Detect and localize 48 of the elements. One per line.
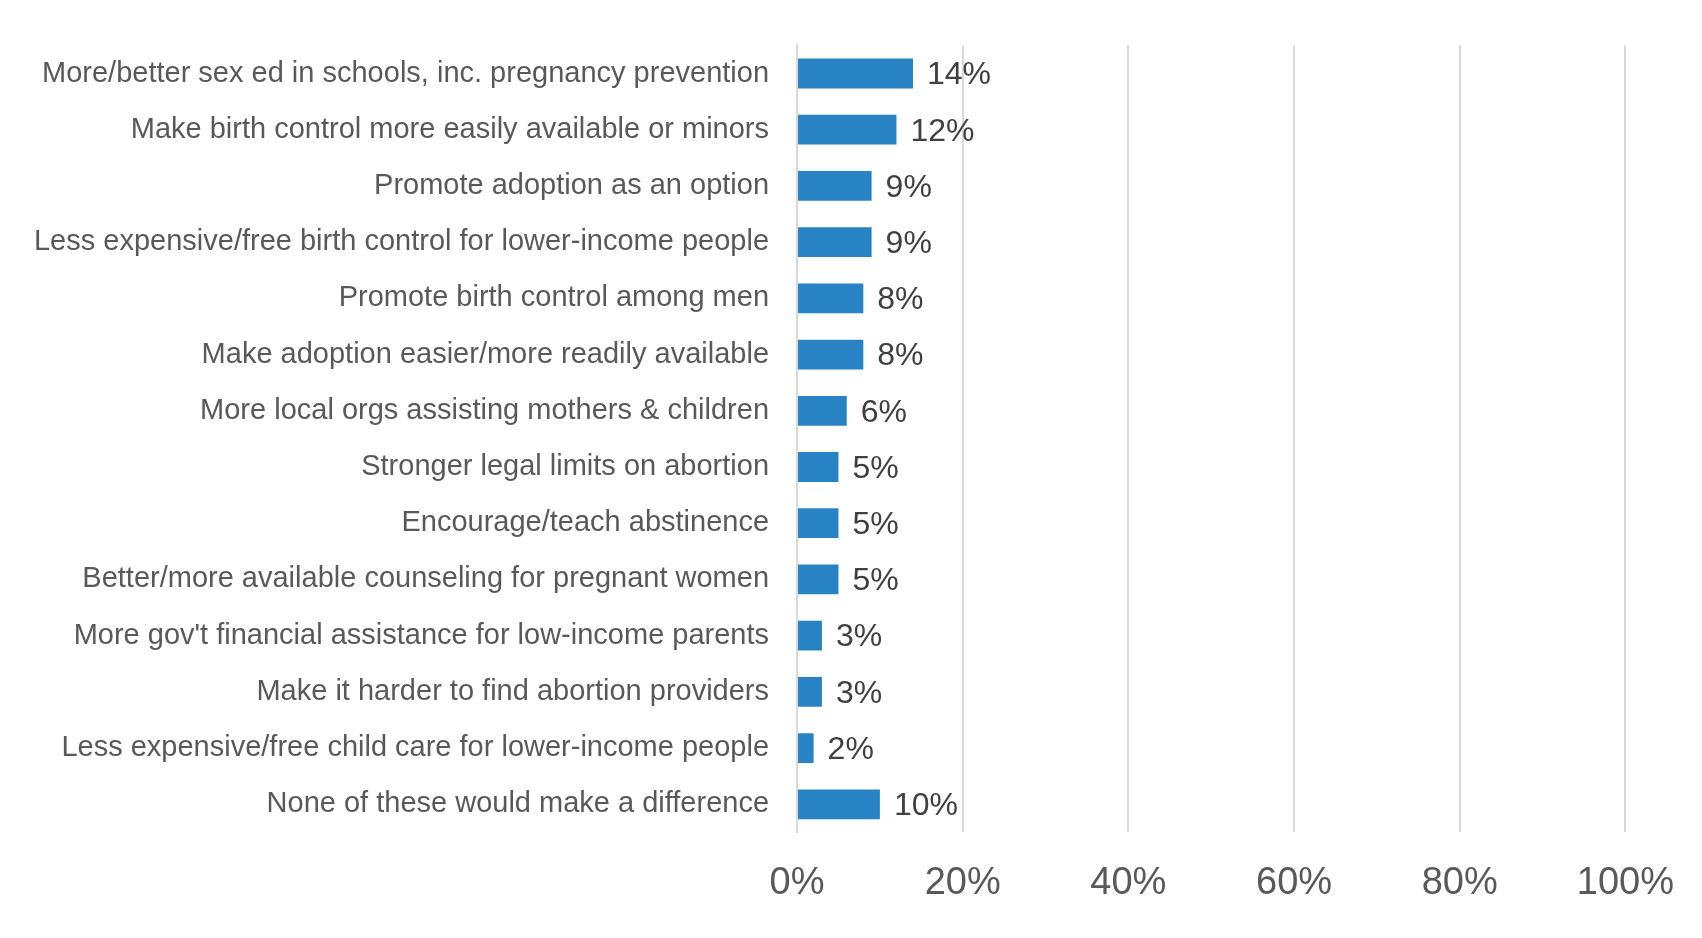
data-label: 2%: [827, 729, 874, 766]
data-label: 5%: [852, 561, 899, 598]
bar: [798, 452, 839, 482]
bar: [798, 564, 839, 595]
data-label: 8%: [877, 280, 924, 317]
y-tick-label: More local orgs assisting mothers & children: [200, 392, 770, 425]
bar: [798, 508, 839, 539]
x-tick-label: 40%: [1090, 859, 1167, 902]
data-label: 6%: [860, 392, 907, 429]
bar: [798, 620, 822, 651]
x-tick-label: 100%: [1576, 859, 1675, 902]
y-tick-label: Promote adoption as an option: [374, 167, 770, 200]
data-label: 5%: [852, 448, 899, 485]
data-label: 12%: [910, 111, 975, 148]
x-tick-label: 0%: [769, 859, 825, 902]
y-tick-label: Make adoption easier/more readily available: [201, 336, 770, 369]
bar: [798, 227, 872, 258]
y-tick-label: Less expensive/free child care for lower-income people: [61, 730, 770, 763]
y-tick-label: Encourage/teach abstinence: [401, 505, 770, 538]
data-label: 3%: [835, 673, 883, 710]
x-tick-label: 80%: [1421, 859, 1498, 902]
y-tick-label: Less expensive/free birth control for lower-income people: [33, 224, 770, 257]
y-tick-label: Better/more available counseling for pregnant women: [82, 561, 770, 594]
data-label: 3%: [835, 617, 883, 654]
bar: [798, 395, 847, 426]
bar: [798, 789, 880, 820]
bar: [798, 676, 822, 707]
bar: [798, 283, 864, 314]
bar: [798, 58, 914, 89]
data-label: 8%: [877, 336, 924, 373]
y-tick-label: Promote birth control among men: [338, 280, 770, 313]
data-label: 14%: [927, 55, 992, 92]
x-tick-label: 20%: [924, 859, 1001, 902]
data-label: 5%: [852, 505, 899, 542]
bar: [798, 733, 814, 763]
y-tick-label: Make it harder to find abortion providers: [256, 673, 770, 706]
y-tick-label: None of these would make a difference: [266, 786, 770, 819]
bar: [798, 339, 864, 370]
bar: [798, 171, 872, 201]
data-label: 9%: [885, 223, 932, 260]
y-tick-label: More gov't financial assistance for low-income parents: [73, 617, 770, 650]
data-label: 9%: [885, 167, 932, 204]
y-tick-label: Stronger legal limits on abortion: [361, 449, 770, 482]
y-tick-label: More/better sex ed in schools, inc. pregnancy prevention: [42, 55, 770, 88]
bar: [798, 114, 897, 145]
y-tick-label: Make birth control more easily available or minors: [130, 111, 770, 144]
data-label: 10%: [893, 786, 958, 823]
x-tick-label: 60%: [1256, 859, 1333, 902]
